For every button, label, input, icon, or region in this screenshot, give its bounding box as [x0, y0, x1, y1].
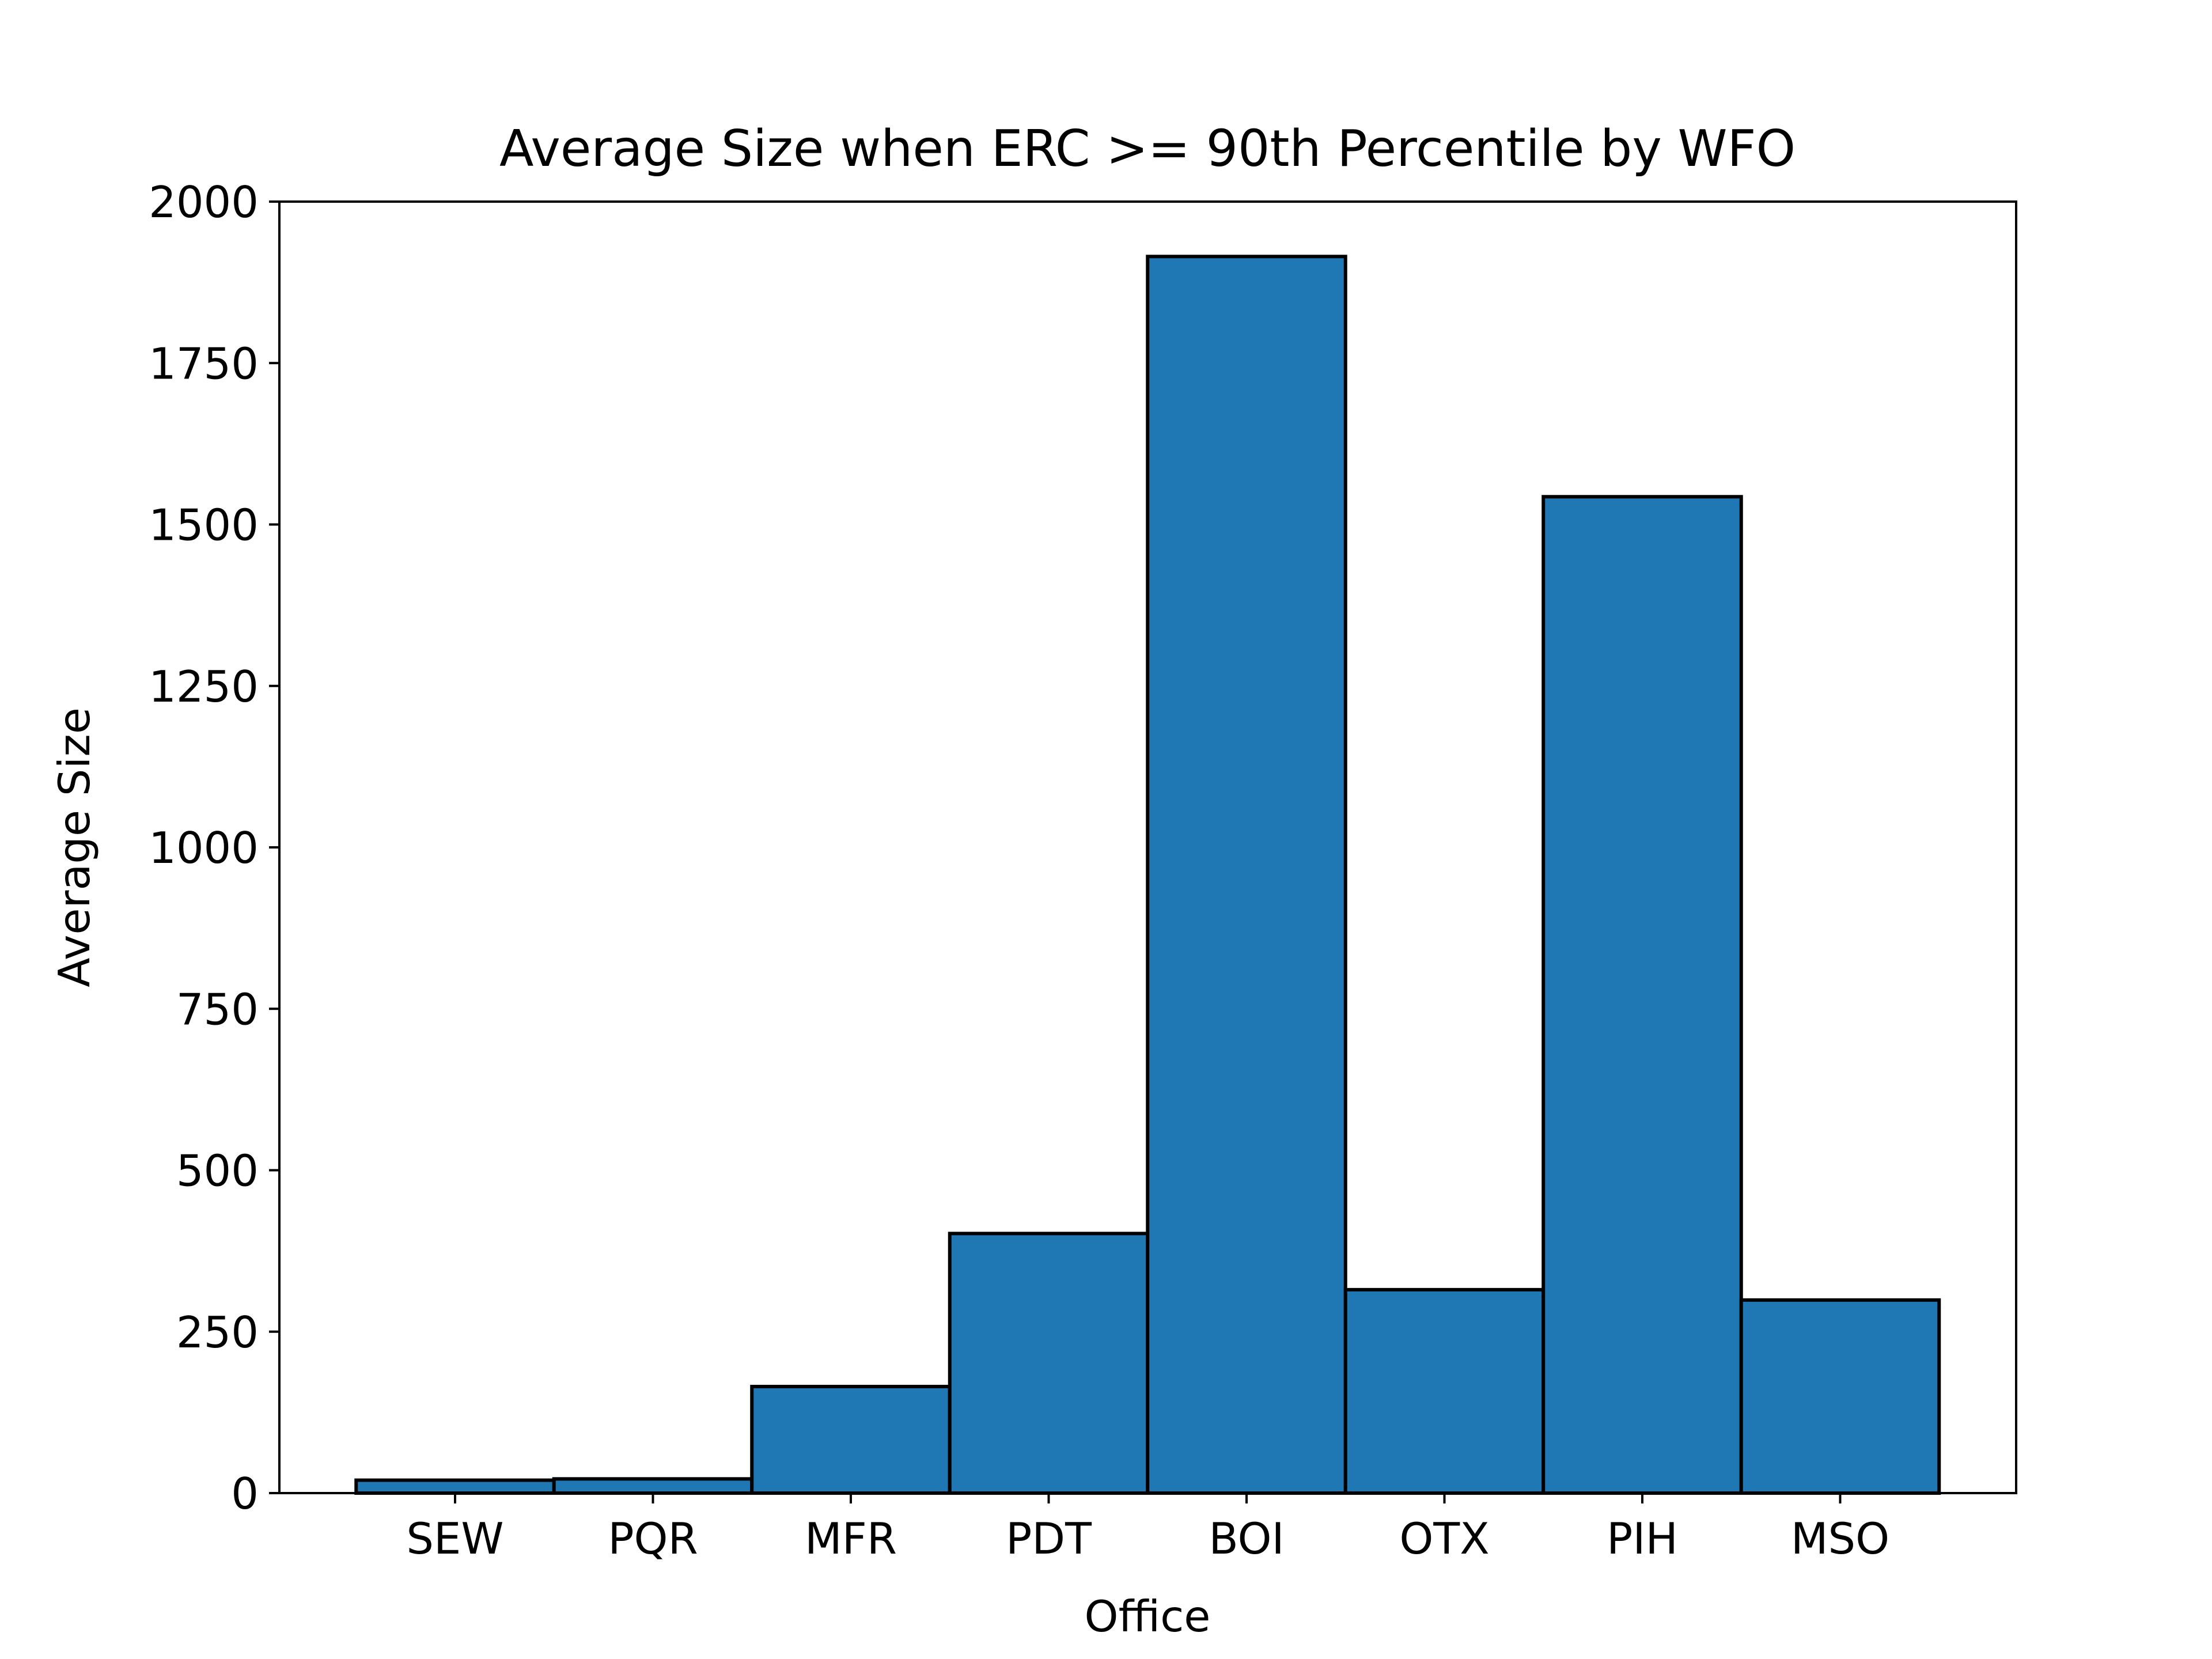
bar-mso	[1739, 1298, 1941, 1495]
y-tick-label-500: 500	[176, 1146, 259, 1196]
plot-frame	[278, 200, 2017, 1494]
y-axis-label: Average Size	[49, 707, 100, 987]
bar-pdt	[948, 1232, 1150, 1495]
bars-group	[354, 255, 1941, 1495]
bar-otx	[1343, 1287, 1546, 1495]
y-tick-label-1000: 1000	[149, 823, 259, 873]
bar-pih	[1541, 495, 1743, 1495]
y-tick-label-1250: 1250	[149, 661, 259, 712]
x-tick-label-boi: BOI	[1209, 1513, 1284, 1564]
x-tick-label-mfr: MFR	[805, 1513, 897, 1564]
y-tick-label-2000: 2000	[149, 177, 259, 228]
x-axis-ticks: SEW PQR MFR PDT BOI OTX PIH MSO	[406, 1493, 1889, 1564]
bar-mfr	[750, 1385, 952, 1495]
y-tick-label-750: 750	[176, 984, 259, 1035]
x-axis-label: Office	[1085, 1591, 1211, 1642]
x-tick-label-pdt: PDT	[1006, 1513, 1092, 1564]
y-tick-label-1500: 1500	[149, 500, 259, 551]
bar-sew	[354, 1478, 556, 1495]
x-tick-label-mso: MSO	[1791, 1513, 1889, 1564]
x-tick-label-pqr: PQR	[608, 1513, 698, 1564]
chart-title: Average Size when ERC >= 90th Percentile…	[499, 119, 1796, 178]
x-tick-label-otx: OTX	[1399, 1513, 1489, 1564]
y-axis-ticks: 0 250 500 750 1000 1250 1500 1750 2000	[149, 177, 279, 1519]
x-tick-label-pih: PIH	[1607, 1513, 1678, 1564]
bar-boi	[1146, 255, 1347, 1495]
bar-pqr	[552, 1477, 754, 1495]
x-tick-label-sew: SEW	[406, 1513, 503, 1564]
y-tick-label-1750: 1750	[149, 338, 259, 389]
y-tick-label-0: 0	[231, 1468, 259, 1519]
y-tick-label-250: 250	[176, 1307, 259, 1358]
